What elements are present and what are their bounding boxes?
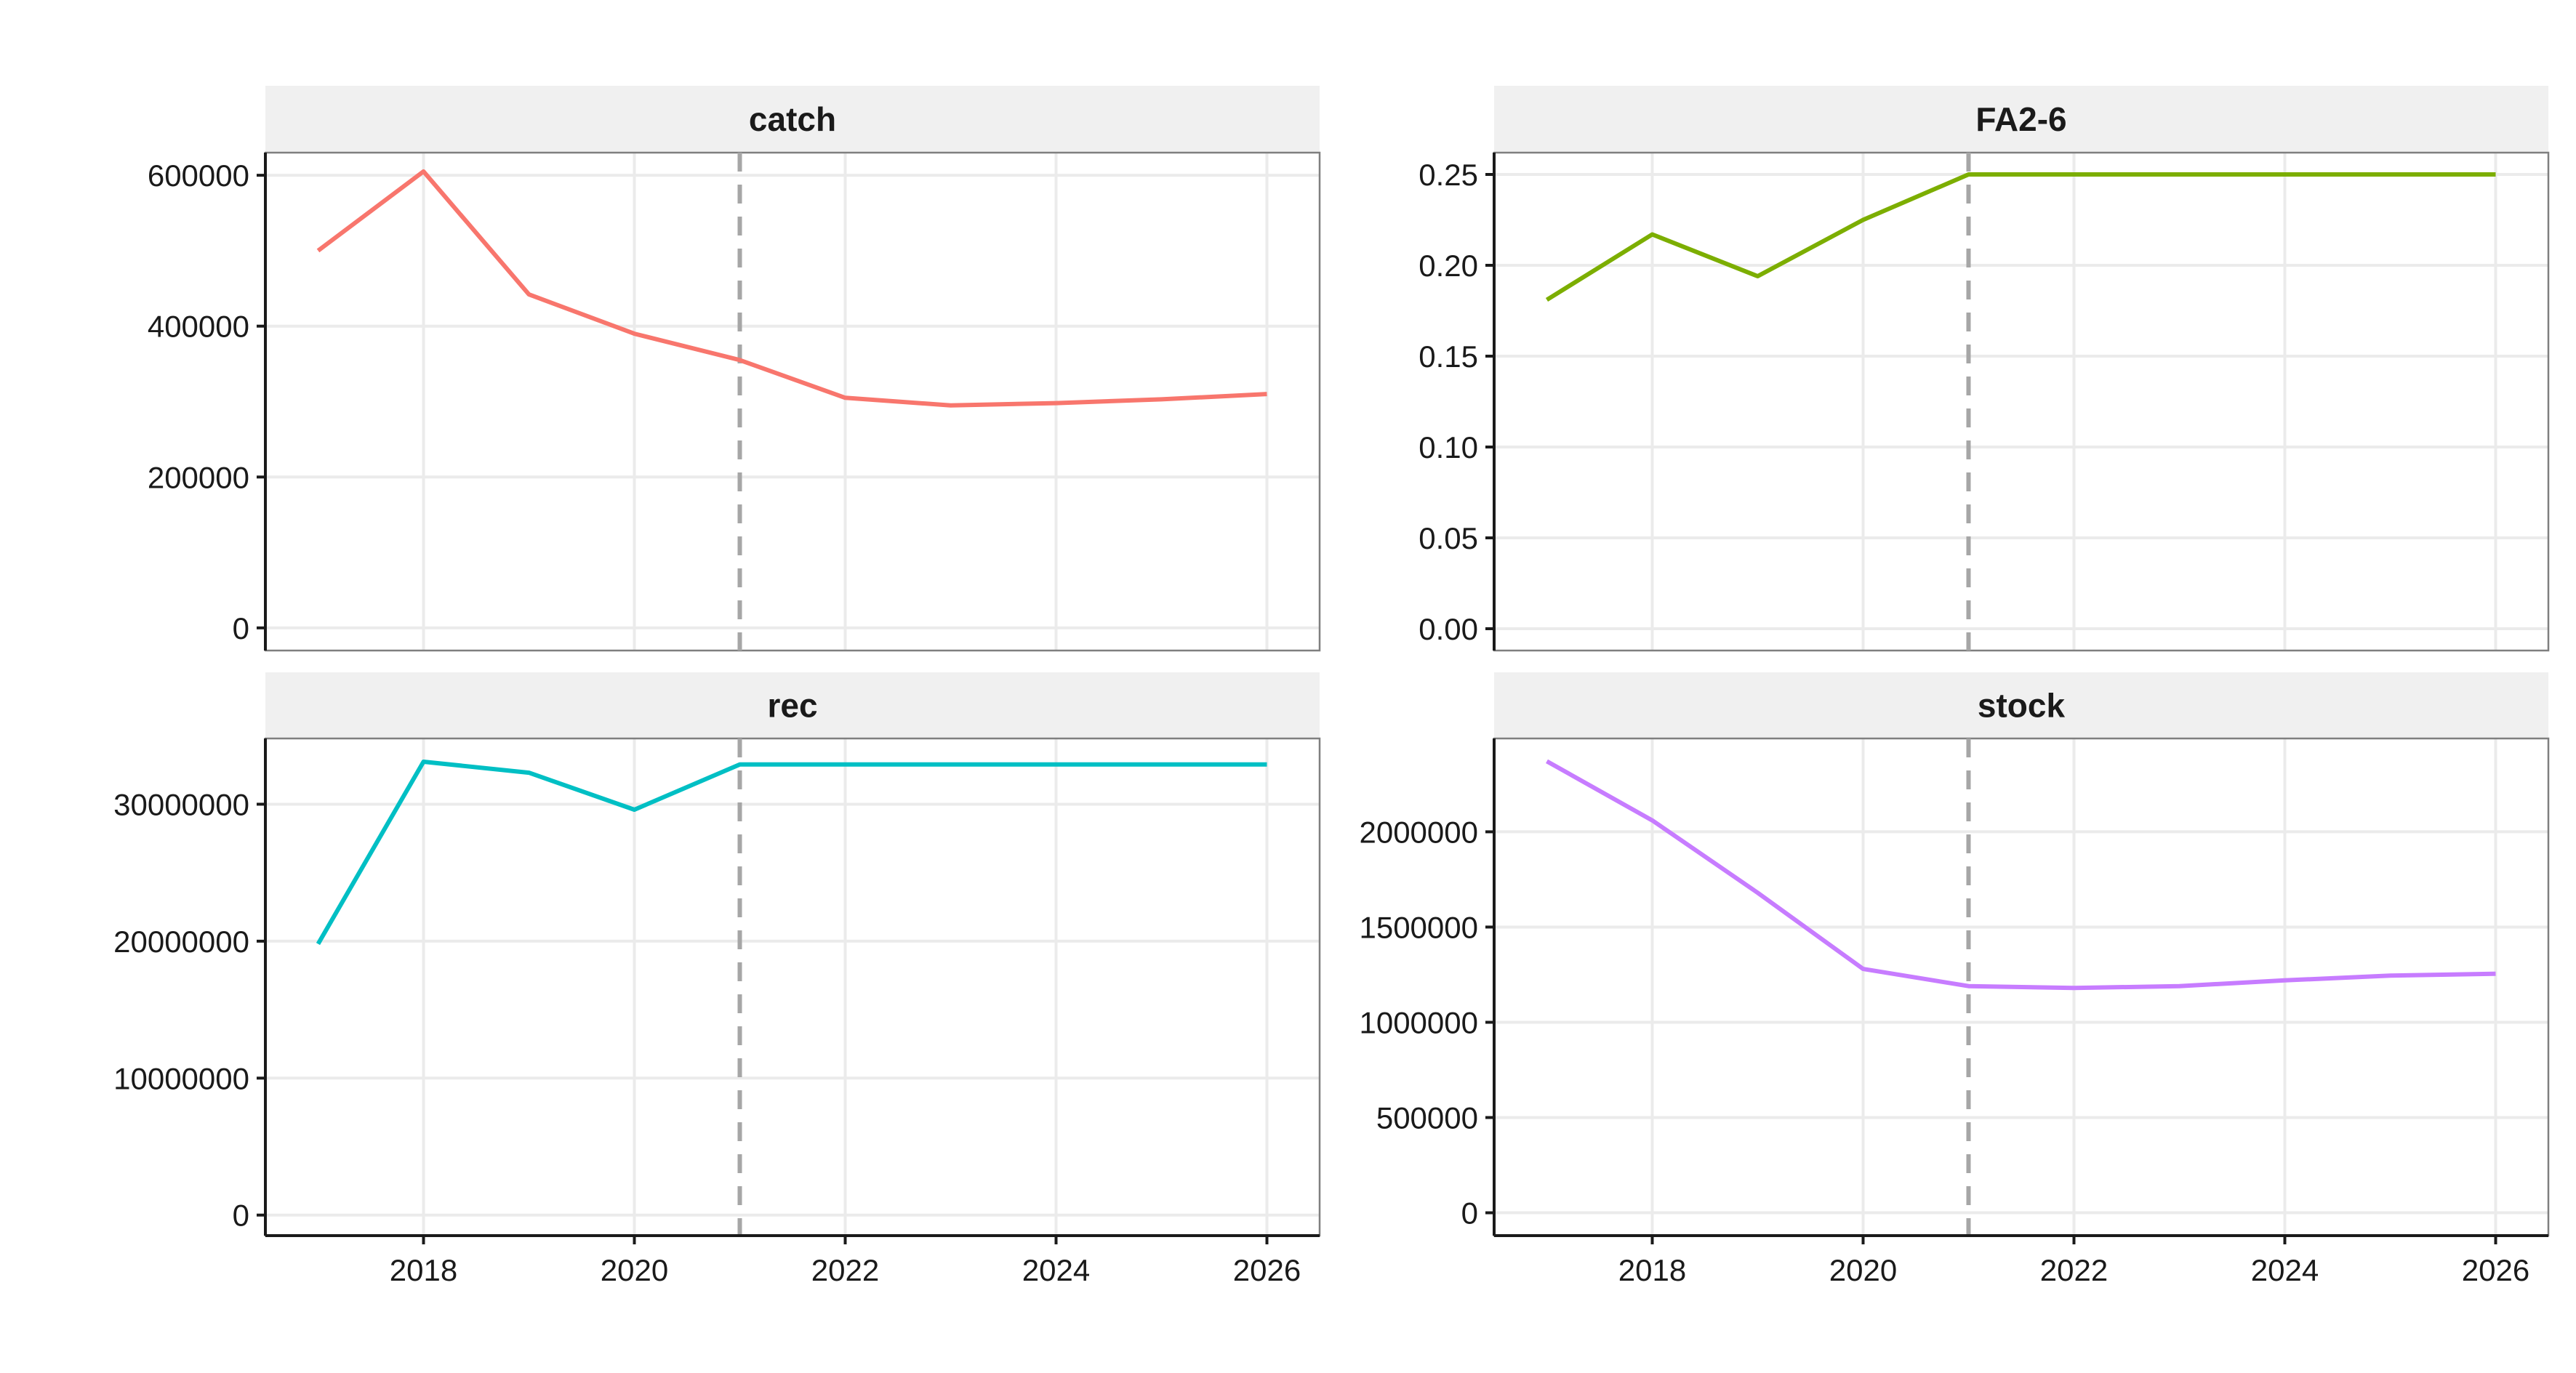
- series-line-stock: [1546, 759, 2496, 991]
- y-tick-label: 0.00: [1419, 612, 1478, 646]
- x-tick-label: 2018: [1618, 1253, 1686, 1287]
- series-line-rec: [316, 760, 1267, 946]
- x-tick-label: 2018: [390, 1253, 457, 1287]
- x-tick-label: 2020: [601, 1253, 668, 1287]
- y-tick-label: 0.25: [1419, 158, 1478, 192]
- facet-strip: [1494, 672, 2548, 738]
- facet-strip: [1494, 86, 2548, 153]
- facet-title: stock: [1978, 687, 2066, 725]
- x-tick-label: 2024: [1022, 1253, 1090, 1287]
- series-line-fa2-6: [1545, 172, 2496, 302]
- y-tick-label: 2000000: [1359, 815, 1478, 849]
- y-tick-label: 20000000: [113, 925, 249, 959]
- series-line-catch: [316, 169, 1267, 408]
- facet-panel-catch: catch 0 200000 400000 600000: [148, 86, 1321, 652]
- y-tick-label: 0: [1461, 1196, 1478, 1231]
- y-tick-label: 10000000: [113, 1061, 249, 1095]
- y-tick-label: 0.05: [1419, 521, 1478, 555]
- facet-title: catch: [749, 100, 836, 138]
- y-tick-label: 1500000: [1359, 910, 1478, 944]
- facet-strip: [265, 86, 1320, 153]
- facet-panel-stock: stock 0 500000 1000000 1500000 2000000 2018 202…: [1359, 672, 2550, 1287]
- y-tick-label: 0.10: [1419, 430, 1478, 464]
- x-tick-label: 2020: [1829, 1253, 1897, 1287]
- facet-title: rec: [767, 687, 817, 725]
- y-tick-label: 1000000: [1359, 1005, 1478, 1039]
- y-tick-label: 400000: [148, 310, 249, 344]
- y-tick-label: 0: [233, 1199, 249, 1233]
- y-tick-label: 0.20: [1419, 249, 1478, 283]
- facet-strip: [265, 672, 1320, 738]
- y-tick-label: 30000000: [113, 787, 249, 821]
- x-tick-label: 2022: [811, 1253, 879, 1287]
- y-tick-label: 200000: [148, 460, 249, 494]
- x-tick-label: 2022: [2040, 1253, 2108, 1287]
- y-tick-label: 0: [233, 611, 249, 645]
- x-tick-label: 2026: [2462, 1253, 2529, 1287]
- y-tick-label: 0.15: [1419, 339, 1478, 374]
- x-tick-label: 2024: [2251, 1253, 2319, 1287]
- x-tick-label: 2026: [1233, 1253, 1301, 1287]
- facet-title: FA2-6: [1975, 100, 2066, 138]
- y-tick-label: 500000: [1376, 1101, 1478, 1135]
- facet-panel-fa2-6: FA2-6 0.00 0.05 0.10 0.15 0.20 0.25: [1419, 86, 2550, 652]
- facet-panel-rec: rec 0 10000000 20000000 30000000 2018 2020 2022…: [113, 672, 1321, 1287]
- y-tick-label: 600000: [148, 158, 249, 193]
